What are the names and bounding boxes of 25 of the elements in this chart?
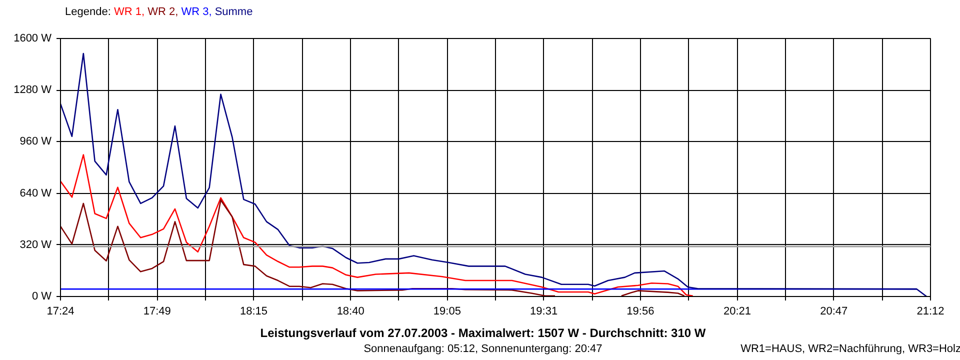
x-tick-label: 20:21 [724,306,752,318]
text: Summe [214,6,253,18]
line-series [60,52,928,296]
y-tick-label: 320 W [20,238,52,251]
x-tick-label: 19:05 [433,306,461,318]
x-tick-label: 17:24 [46,306,74,318]
y-tick-label: 640 W [20,187,52,200]
legend-title: Legende: [65,6,112,18]
text: WR 2, [148,6,178,18]
x-tick-label: 20:47 [820,306,848,318]
x-tick-label: 21:12 [916,306,944,318]
x-tick-label: 18:40 [336,306,364,318]
y-tick-label: 960 W [20,136,52,148]
x-tick-label: 19:56 [626,306,654,318]
y-tick-label: 1600 W [14,32,52,44]
y-tick-label: 0 W [32,290,52,302]
text: WR 1, [114,6,144,18]
x-tick-label: 18:15 [240,306,268,318]
text: Sonnenaufgang: 05:12, Sonnenuntergang: 20:47 [364,342,602,358]
y-tick-label: 1280 W [14,84,52,96]
x-tick-label: 19:31 [530,306,558,318]
text: Leistungsverlauf vom 27.07.2003 - Maximalwert: 1507 W - Durchschnitt: 310 W [259,325,707,342]
line-series [60,154,694,296]
x-tick-label: 17:49 [143,306,171,318]
text: WR 3, [181,6,212,18]
